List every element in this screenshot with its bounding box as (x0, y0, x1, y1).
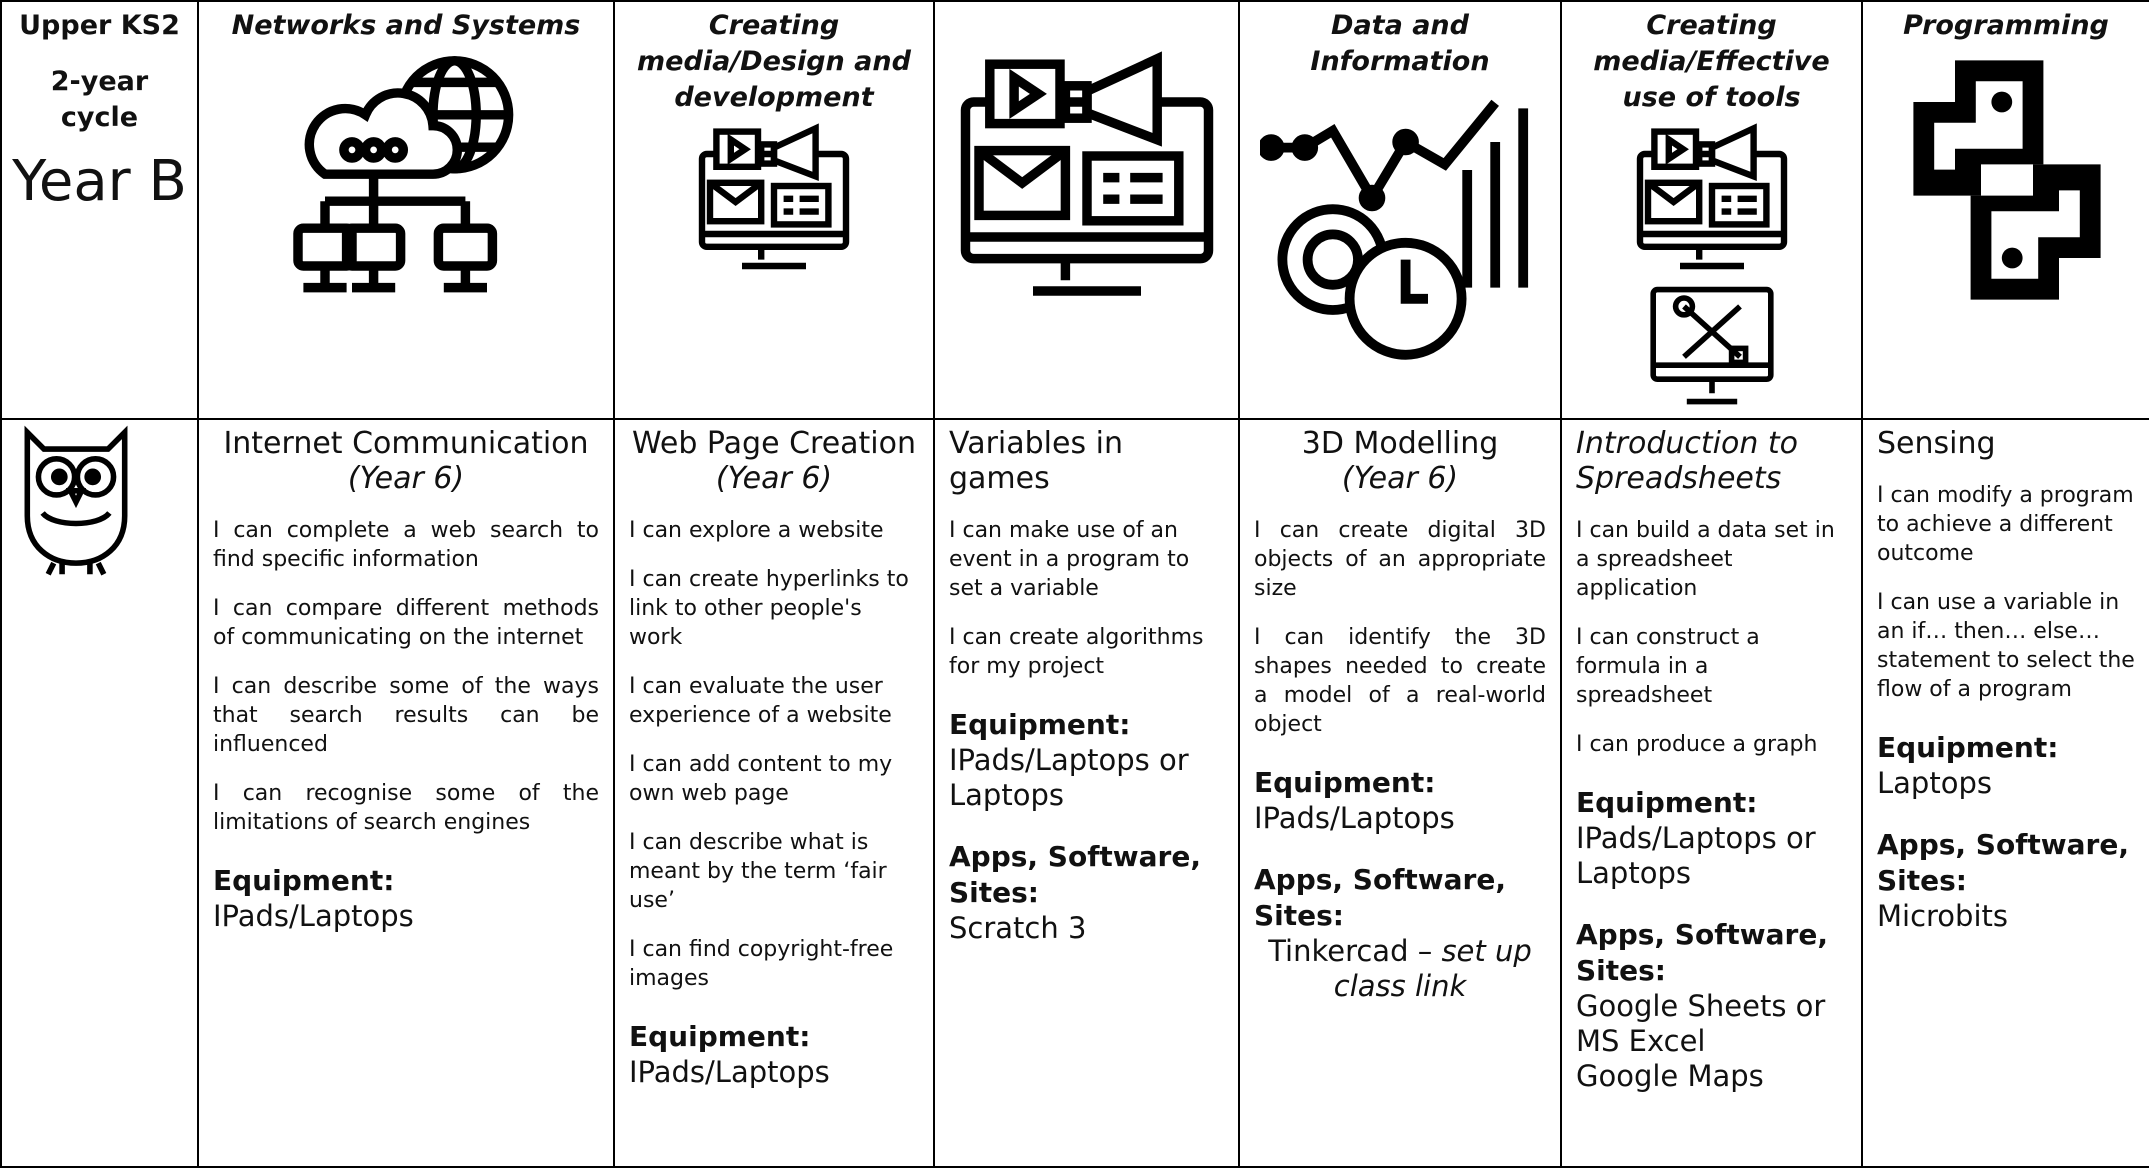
unit-title: Internet Communication (223, 426, 589, 461)
statement: I can describe some of the ways that sea… (213, 674, 599, 757)
equipment: IPads/Laptops or Laptops (949, 743, 1189, 812)
software-label: Apps, Software, Sites: (1254, 863, 1506, 932)
monitor-icon (960, 51, 1213, 296)
content-cell: Variables in games I can make use of an e… (933, 418, 1240, 1168)
software-label: Apps, Software, Sites: (1877, 828, 2129, 897)
equipment-label: Equipment: (1576, 786, 1758, 819)
statement: I can explore a website (629, 518, 884, 543)
equipment: IPads/Laptops (629, 1055, 830, 1089)
statement: I can identify the 3D shapes needed to c… (1254, 625, 1546, 737)
software: Microbits (1877, 899, 2008, 933)
statement: I can evaluate the user experience of a … (629, 674, 892, 728)
statement: I can use a variable in an if… then… els… (1877, 590, 2135, 702)
tools-icon (1649, 286, 1774, 405)
heading: Programming (1903, 10, 2109, 41)
statement: I can produce a graph (1576, 732, 1818, 757)
equipment-label: Equipment: (1254, 766, 1436, 799)
software: Google Maps (1576, 1059, 1764, 1093)
cycle: 2-year cycle (50, 66, 149, 133)
equipment: Laptops (1877, 766, 1992, 800)
statement: I can recognise some of the limitations … (213, 781, 599, 835)
statement: I can create algorithms for my project (949, 625, 1204, 679)
unit-title: Web Page Creation (631, 426, 917, 461)
heading: Data and Information (1310, 10, 1490, 77)
media-icon (698, 123, 850, 270)
owl-cell (0, 418, 199, 1168)
owl-icon (24, 425, 128, 576)
header-cell: Networks and Systems (197, 0, 615, 420)
heading: Networks and Systems (231, 10, 581, 41)
corner-cell: Upper KS2 2-year cycle Year B (0, 0, 199, 420)
unit-year: (Year 6) (347, 461, 465, 496)
unit-title: Introduction to Spreadsheets (1576, 426, 1798, 496)
header-cell: Creating media/Design and development (613, 0, 935, 420)
statement: I can find copyright-free images (629, 937, 894, 991)
content-cell: Web Page Creation (Year 6) I can explore a… (613, 418, 935, 1168)
unit-title: Sensing (1877, 426, 1996, 461)
software: Tinkercad – (1268, 934, 1442, 968)
header-row: Upper KS2 2-year cycle Year B Networks a… (0, 0, 2149, 420)
software: Google Sheets or MS Excel (1576, 989, 1826, 1058)
content-row: Internet Communication (Year 6) I can comp… (0, 418, 2149, 1168)
software: Scratch 3 (949, 911, 1087, 945)
equipment-label: Equipment: (949, 708, 1131, 741)
heading: Creating media/Effective use of tools (1593, 10, 1830, 113)
equipment: IPads/Laptops (213, 899, 414, 933)
content-cell: Introduction to Spreadsheets I can build … (1560, 418, 1863, 1168)
statement: I can compare different methods of commu… (213, 596, 599, 650)
unit-title: 3D Modelling (1301, 426, 1499, 461)
header-cell: Programming (1861, 0, 2149, 420)
heading: Creating media/Design and development (637, 10, 911, 113)
software-label: Apps, Software, Sites: (949, 840, 1201, 909)
statement: I can build a data set in a spreadsheet … (1576, 518, 1835, 601)
equipment: IPads/Laptops (1254, 801, 1455, 835)
unit-year: (Year 6) (715, 461, 833, 496)
media-icon (1636, 123, 1787, 270)
equipment: IPads/Laptops or Laptops (1576, 821, 1816, 890)
statement: I can construct a formula in a spreadshe… (1576, 625, 1760, 708)
content-cell: Sensing I can modify a program to achieve… (1861, 418, 2149, 1168)
software-list: Tinkercad – set up class link (1254, 934, 1546, 1004)
statement: I can complete a web search to find spec… (213, 518, 599, 572)
statement: I can make use of an event in a program … (949, 518, 1190, 601)
unit-title: Variables in games (949, 426, 1123, 496)
statement: I can create digital 3D objects of an ap… (1254, 518, 1546, 601)
equipment-label: Equipment: (1877, 731, 2059, 764)
equipment-label: Equipment: (629, 1020, 811, 1053)
software-list: Google Sheets or MS Excel Google Maps (1576, 989, 1847, 1094)
statement: I can describe what is meant by the term… (629, 830, 887, 913)
content-cell: 3D Modelling (Year 6) I can create digital… (1238, 418, 1562, 1168)
header-cell (933, 0, 1240, 420)
year: Year B (12, 149, 187, 214)
equipment-label: Equipment: (213, 864, 395, 897)
software-note: set up class link (1333, 934, 1532, 1003)
data-icon (1260, 99, 1529, 360)
network-icon (293, 56, 514, 293)
stage: Upper KS2 (19, 10, 180, 41)
statement: I can create hyperlinks to link to other… (629, 567, 909, 650)
python-icon (1913, 60, 2101, 300)
unit-year: (Year 6) (1341, 461, 1459, 496)
statement: I can modify a program to achieve a diff… (1877, 483, 2134, 566)
header-cell: Data and Information (1238, 0, 1562, 420)
software-label: Apps, Software, Sites: (1576, 918, 1828, 987)
statement: I can add content to my own web page (629, 752, 893, 806)
software-list: Scratch 3 (949, 911, 1224, 946)
software-list: Microbits (1877, 899, 2135, 934)
header-cell: Creating media/Effective use of tools (1560, 0, 1863, 420)
content-cell: Internet Communication (Year 6) I can comp… (197, 418, 615, 1168)
